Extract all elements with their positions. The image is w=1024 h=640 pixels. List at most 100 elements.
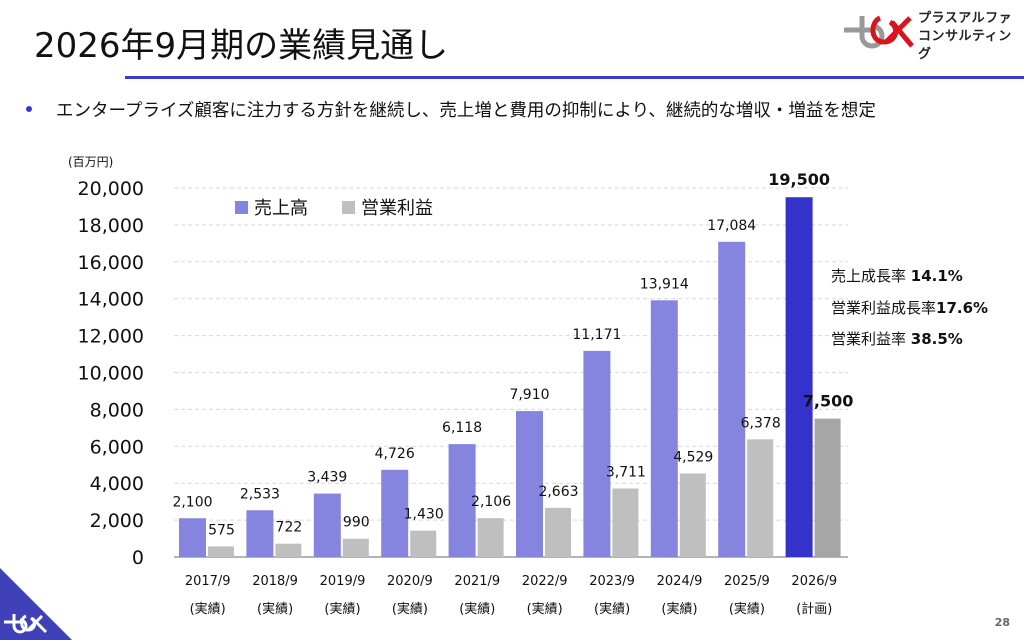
company-logo: プラスアルファ コンサルティング (840, 8, 1020, 62)
x-tick-label: 2019/9 (320, 574, 366, 589)
logo-text-line1: プラスアルファ (918, 11, 1013, 26)
data-label-operating-profit: 6,378 (741, 415, 781, 431)
bar-operating-profit (342, 538, 369, 557)
bar-operating-profit (679, 473, 706, 557)
bar-operating-profit (545, 507, 571, 557)
kpi-profit-growth: 営業利益成長率17.6% (831, 297, 988, 318)
data-label-sales: 2,533 (240, 486, 280, 502)
y-tick-label: 4,000 (90, 473, 144, 495)
x-tick-sublabel: (実績) (594, 601, 630, 617)
x-tick-label: 2022/9 (522, 574, 568, 589)
y-axis-unit-label: (百万円) (68, 155, 114, 169)
summary-bullet: エンタープライズ顧客に注力する方針を継続し、売上増と費用の抑制により、継続的な増… (26, 97, 876, 122)
data-label-sales: 4,726 (375, 446, 415, 462)
bar-sales (448, 444, 476, 557)
y-tick-label: 6,000 (90, 436, 144, 458)
data-label-operating-profit: 7,500 (803, 392, 854, 411)
page-number: 28 (994, 616, 1010, 629)
x-tick-sublabel: (実績) (257, 601, 293, 617)
x-tick-label: 2025/9 (724, 574, 770, 589)
bar-operating-profit (275, 543, 302, 557)
data-label-sales: 2,100 (172, 494, 212, 510)
legend-label-operating-profit: 営業利益 (361, 198, 433, 219)
y-tick-label: 2,000 (90, 510, 144, 532)
y-tick-label: 8,000 (90, 399, 144, 421)
x-tick-label: 2023/9 (589, 574, 635, 589)
legend-item-sales: 売上高 (235, 194, 308, 220)
summary-text: エンタープライズ顧客に注力する方針を継続し、売上増と費用の抑制により、継続的な増… (56, 101, 876, 121)
kpi-value: 17.6% (936, 299, 989, 317)
data-label-operating-profit: 2,106 (471, 494, 511, 510)
data-label-operating-profit: 2,663 (538, 484, 578, 500)
data-label-sales: 17,084 (707, 218, 756, 234)
bar-sales (516, 411, 543, 557)
kpi-label: 営業利益率 (831, 330, 911, 348)
data-label-operating-profit: 1,430 (404, 507, 444, 523)
data-label-sales: 3,439 (307, 470, 347, 486)
legend-label-sales: 売上高 (254, 198, 308, 219)
y-tick-label: 16,000 (78, 252, 144, 274)
bar-operating-profit (477, 518, 504, 557)
bar-sales (381, 469, 409, 557)
title-underline (125, 76, 1024, 79)
legend-item-operating-profit: 営業利益 (342, 194, 433, 220)
x-tick-sublabel: (実績) (729, 601, 765, 617)
x-tick-sublabel: (計画) (796, 601, 832, 617)
bar-sales (718, 241, 746, 557)
data-label-sales: 19,500 (768, 170, 830, 189)
bar-sales (650, 300, 678, 557)
chart-legend: 売上高 営業利益 (235, 194, 467, 220)
corner-logo-mark-icon (4, 614, 48, 634)
x-tick-label: 2026/9 (791, 574, 837, 589)
data-label-operating-profit: 575 (208, 522, 235, 538)
data-label-operating-profit: 990 (343, 515, 370, 531)
bar-operating-profit (747, 439, 774, 557)
data-label-sales: 11,171 (572, 327, 621, 343)
page-title: 2026年9月期の業績見通し (34, 26, 449, 66)
x-tick-label: 2017/9 (185, 574, 231, 589)
x-tick-sublabel: (実績) (392, 601, 428, 617)
legend-swatch-sales (235, 200, 248, 214)
bar-operating-profit (814, 418, 841, 557)
bar-sales (785, 197, 813, 557)
data-label-sales: 6,118 (442, 420, 482, 436)
kpi-value: 38.5% (910, 330, 963, 348)
x-tick-label: 2018/9 (252, 574, 298, 589)
x-tick-label: 2021/9 (454, 574, 500, 589)
x-tick-sublabel: (実績) (661, 601, 697, 617)
bar-operating-profit (410, 530, 437, 557)
bar-sales (313, 493, 341, 557)
bar-operating-profit (208, 546, 234, 557)
bar-sales (583, 350, 611, 557)
legend-swatch-operating-profit (342, 200, 355, 214)
y-tick-label: 14,000 (78, 289, 144, 311)
data-label-operating-profit: 4,529 (673, 449, 713, 465)
corner-logo-badge (0, 568, 72, 640)
logo-mark-icon (844, 15, 914, 49)
y-tick-label: 0 (132, 547, 144, 569)
data-label-sales: 7,910 (509, 387, 549, 403)
bar-operating-profit (612, 488, 639, 557)
kpi-profit-margin: 営業利益率 38.5% (831, 328, 963, 349)
bullet-dot-icon (26, 106, 32, 112)
y-tick-label: 20,000 (78, 178, 144, 200)
bar-sales (246, 510, 274, 557)
bar-sales (179, 518, 206, 557)
kpi-sales-growth: 売上成長率 14.1% (831, 265, 963, 286)
y-tick-label: 18,000 (78, 215, 144, 237)
x-tick-sublabel: (実績) (190, 601, 226, 617)
x-tick-sublabel: (実績) (459, 601, 495, 617)
x-tick-label: 2024/9 (657, 574, 703, 589)
data-label-operating-profit: 3,711 (606, 465, 646, 481)
y-tick-label: 10,000 (78, 363, 144, 385)
data-label-operating-profit: 722 (276, 520, 303, 536)
kpi-label: 営業利益成長率 (831, 299, 937, 317)
kpi-label: 売上成長率 (831, 267, 911, 285)
x-tick-sublabel: (実績) (324, 601, 360, 617)
y-tick-label: 12,000 (78, 326, 144, 348)
x-tick-label: 2020/9 (387, 574, 433, 589)
x-tick-sublabel: (実績) (527, 601, 563, 617)
logo-text-line2: コンサルティング (918, 29, 1012, 62)
data-label-sales: 13,914 (640, 276, 689, 292)
kpi-value: 14.1% (910, 267, 963, 285)
